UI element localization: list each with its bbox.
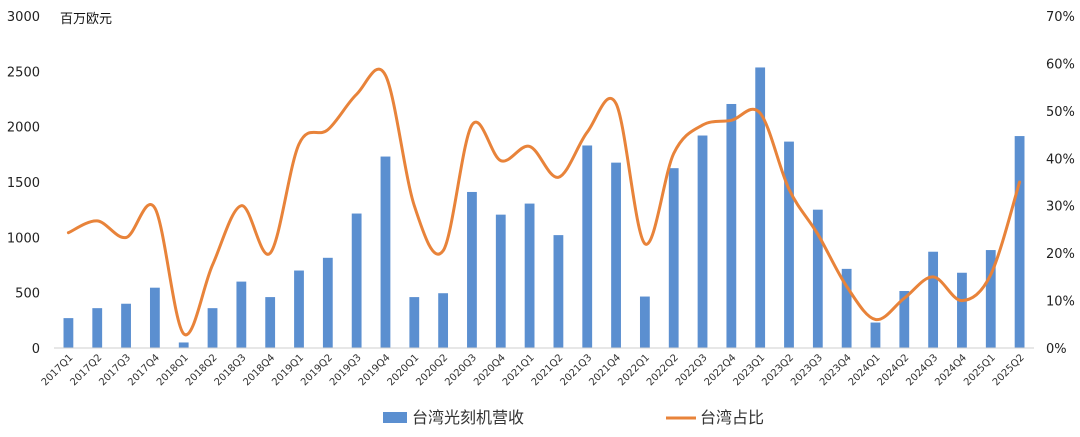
revenue-bar <box>1014 136 1025 348</box>
revenue-bar <box>668 168 679 348</box>
revenue-bars <box>63 67 1025 349</box>
revenue-bar <box>322 257 333 348</box>
right-tick-label: 50% <box>1046 105 1075 120</box>
revenue-bar <box>957 272 967 348</box>
revenue-bar <box>985 250 996 348</box>
right-axis-ticks: 0% 10% 20% 30% 40% 50% 60% 70% <box>1046 10 1075 357</box>
left-tick-label: 2500 <box>7 65 40 80</box>
revenue-bar <box>582 145 593 348</box>
left-tick-label: 0 <box>32 342 40 357</box>
revenue-bar <box>351 213 362 348</box>
revenue-bar <box>639 296 650 348</box>
left-tick-label: 500 <box>15 287 40 302</box>
revenue-bar <box>63 318 74 348</box>
revenue-bar <box>467 191 477 348</box>
revenue-bar <box>812 209 823 348</box>
right-tick-label: 10% <box>1046 295 1075 310</box>
revenue-bar <box>236 281 247 348</box>
revenue-bar <box>697 135 708 348</box>
revenue-bar <box>265 297 276 348</box>
right-tick-label: 60% <box>1046 57 1075 72</box>
revenue-bar <box>121 303 131 348</box>
revenue-bar <box>178 342 189 348</box>
right-tick-label: 40% <box>1046 152 1075 167</box>
revenue-bar <box>726 103 737 348</box>
right-tick-label: 70% <box>1046 10 1075 25</box>
revenue-bar <box>553 235 564 348</box>
revenue-bar <box>207 308 218 348</box>
legend-bar-label: 台湾光刻机营收 <box>412 408 524 427</box>
revenue-bar <box>870 322 881 348</box>
revenue-bar <box>294 270 304 348</box>
x-tick-label: 2025Q2 <box>991 352 1027 388</box>
revenue-bar <box>524 203 535 348</box>
revenue-bar <box>841 268 852 348</box>
right-tick-label: 30% <box>1046 200 1075 215</box>
legend-bar-swatch <box>383 412 407 423</box>
revenue-bar <box>755 67 766 349</box>
revenue-bar <box>928 251 939 348</box>
right-tick-label: 0% <box>1046 342 1067 357</box>
revenue-bar <box>495 214 506 348</box>
left-tick-label: 1000 <box>7 231 40 246</box>
left-tick-label: 3000 <box>7 10 40 25</box>
left-tick-label: 1500 <box>7 176 40 191</box>
left-axis-unit-label: 百万欧元 <box>60 12 112 27</box>
revenue-bar <box>899 291 910 348</box>
revenue-bar <box>149 287 160 348</box>
left-tick-label: 2000 <box>7 121 40 136</box>
revenue-bar <box>409 297 420 348</box>
revenue-bar <box>92 308 103 348</box>
legend: 台湾光刻机营收 台湾占比 <box>383 408 764 427</box>
x-axis-ticks: 2017Q12017Q22017Q32017Q42018Q12018Q22018… <box>40 352 1027 388</box>
revenue-bar <box>784 141 794 348</box>
right-tick-label: 20% <box>1046 247 1075 262</box>
left-axis-ticks: 0 500 1000 1500 2000 2500 3000 <box>7 10 40 357</box>
share-line <box>66 67 1022 337</box>
legend-line-label: 台湾占比 <box>700 408 764 427</box>
revenue-bar <box>380 156 391 348</box>
revenue-bar <box>438 293 449 348</box>
revenue-bar <box>611 162 621 348</box>
